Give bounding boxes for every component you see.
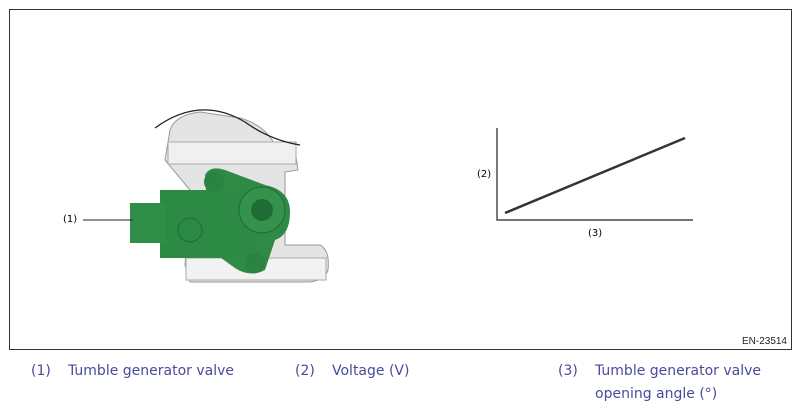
voltage-angle-graph — [496, 128, 693, 221]
legend-item-3: (3) Tumble generator valve opening angle … — [558, 363, 762, 402]
y-axis-label: (2) — [477, 169, 492, 180]
x-axis-label: (3) — [588, 228, 603, 239]
figure-frame — [9, 9, 792, 350]
legend-item-2: (2) Voltage (V) — [295, 363, 410, 379]
figure-code: EN-23514 — [741, 336, 787, 347]
graph-axes — [496, 128, 693, 221]
callout-1-label: (1) — [63, 214, 78, 225]
tumble-generator-valve-illustration — [130, 109, 329, 283]
graph-line — [504, 136, 686, 215]
legend-item-1: (1) Tumble generator valve — [31, 363, 235, 379]
